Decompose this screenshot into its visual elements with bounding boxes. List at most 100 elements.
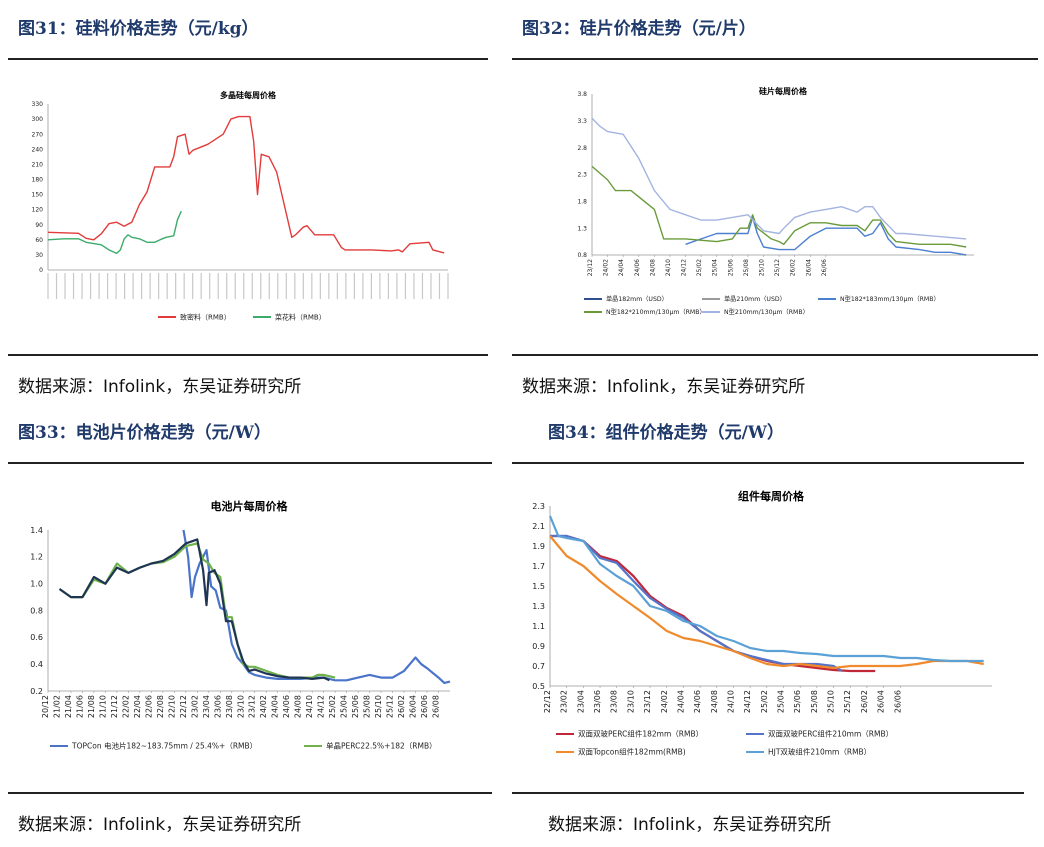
x-tick-label: 25/10 xyxy=(827,690,836,713)
x-tick-label: 25/12 xyxy=(774,259,781,276)
x-tick-mark xyxy=(158,273,160,299)
figure-33-title: 图33：电池片价格走势（元/W） xyxy=(18,423,271,443)
y-tick-label: 1.5 xyxy=(532,582,545,591)
y-tick-label: 240 xyxy=(32,146,44,153)
x-tick-label: 24/02 xyxy=(259,695,268,718)
x-tick-label: 26/08 xyxy=(432,695,441,718)
x-tick-label: 22/06 xyxy=(144,695,153,718)
x-tick-mark xyxy=(294,273,296,299)
series-line-3 xyxy=(548,515,984,663)
x-tick-label: 23/12 xyxy=(643,690,652,713)
x-tick-label: 24/12 xyxy=(317,695,326,718)
y-tick-label: 30 xyxy=(35,252,43,259)
legend-label: 单晶210mm（USD） xyxy=(724,295,786,303)
x-tick-mark xyxy=(209,273,211,299)
y-tick-label: 1.3 xyxy=(532,602,545,611)
y-tick-label: 150 xyxy=(32,192,44,199)
x-tick-mark xyxy=(311,273,313,299)
x-tick-label: 26/04 xyxy=(409,695,418,718)
x-tick-label: 23/04 xyxy=(576,690,585,713)
x-tick-mark xyxy=(243,273,245,299)
y-tick-label: 0.8 xyxy=(30,606,43,615)
x-tick-label: 25/04 xyxy=(712,259,719,276)
y-tick-label: 1.1 xyxy=(532,622,545,631)
series-line-0 xyxy=(47,115,445,254)
x-tick-mark xyxy=(98,273,100,299)
x-tick-mark xyxy=(285,273,287,299)
x-tick-label: 20/12 xyxy=(41,695,50,718)
x-tick-label: 25/02 xyxy=(760,690,769,713)
y-tick-label: 0 xyxy=(39,267,43,274)
x-tick-mark xyxy=(404,273,407,299)
x-tick-label: 22/12 xyxy=(543,690,552,713)
x-tick-label: 24/08 xyxy=(649,259,656,276)
x-tick-label: 24/02 xyxy=(603,259,610,276)
y-tick-label: 0.7 xyxy=(532,662,545,671)
legend-label: HJT双玻组件210mm（RMB） xyxy=(768,747,871,757)
x-tick-mark xyxy=(421,273,424,299)
x-tick-mark xyxy=(370,273,373,299)
x-tick-mark xyxy=(64,273,66,299)
x-tick-label: 25/10 xyxy=(759,259,766,276)
x-tick-label: 24/04 xyxy=(271,695,280,718)
x-tick-mark xyxy=(72,273,75,299)
x-tick-mark xyxy=(234,273,236,299)
x-tick-mark xyxy=(55,273,58,299)
x-tick-mark xyxy=(226,273,228,299)
legend-label: 双面双玻PERC组件182mm（RMB） xyxy=(578,729,703,739)
y-tick-label: 330 xyxy=(32,101,44,108)
x-tick-mark xyxy=(141,273,143,299)
series-line-4 xyxy=(591,117,967,240)
x-tick-label: 26/04 xyxy=(805,259,812,276)
x-tick-label: 24/12 xyxy=(681,259,688,276)
x-tick-label: 26/02 xyxy=(397,695,406,718)
x-tick-label: 25/04 xyxy=(340,695,349,718)
legend-label: 菜花料（RMB） xyxy=(275,312,326,321)
chart-title: 电池片每周价格 xyxy=(211,499,289,513)
x-tick-mark xyxy=(183,273,185,299)
x-tick-label: 21/02 xyxy=(52,695,61,718)
x-tick-label: 25/02 xyxy=(328,695,337,718)
x-tick-mark xyxy=(123,273,126,299)
legend-label: N型182*183mm/130μm（RMB） xyxy=(840,295,940,303)
x-tick-mark xyxy=(328,273,330,299)
series-line-3 xyxy=(591,165,967,248)
x-tick-label: 26/02 xyxy=(860,690,869,713)
y-tick-label: 0.4 xyxy=(30,660,43,669)
chart-wafer: 硅片每周价格 0.8 1.3 1.8 2.3 2.8 3.3 3.8 23/12 24/02 24/… xyxy=(577,86,974,316)
x-tick-label: 24/10 xyxy=(665,259,672,276)
x-tick-mark xyxy=(362,273,364,299)
x-tick-label: 24/06 xyxy=(693,690,702,713)
x-tick-label: 24/12 xyxy=(743,690,752,713)
x-tick-label: 23/06 xyxy=(213,695,222,718)
legend-label: 双面Topcon组件182mm(RMB) xyxy=(578,747,686,757)
y-tick-label: 270 xyxy=(32,131,44,138)
x-tick-label: 23/04 xyxy=(202,695,211,718)
y-tick-label: 2.1 xyxy=(532,522,545,531)
y-tick-label: 60 xyxy=(35,237,43,244)
y-tick-label: 1.0 xyxy=(30,579,43,588)
x-tick-mark xyxy=(132,273,134,299)
x-tick-mark xyxy=(251,273,253,299)
x-tick-mark xyxy=(277,273,279,299)
x-tick-label: 23/12 xyxy=(587,259,594,276)
x-tick-mark xyxy=(200,273,202,299)
x-tick-label: 23/06 xyxy=(593,690,602,713)
y-tick-label: 1.9 xyxy=(532,542,545,551)
series-line-2 xyxy=(549,535,984,670)
x-tick-label: 25/08 xyxy=(743,259,750,276)
x-tick-mark xyxy=(106,273,109,299)
x-tick-mark xyxy=(353,273,355,299)
figure-31-bottom-rule xyxy=(8,354,488,356)
x-tick-mark xyxy=(396,273,398,299)
y-tick-label: 90 xyxy=(35,222,43,229)
x-tick-mark xyxy=(302,273,304,299)
y-tick-label: 1.7 xyxy=(532,562,545,571)
x-tick-mark xyxy=(336,273,338,299)
x-tick-mark xyxy=(192,273,194,299)
x-tick-label: 25/12 xyxy=(843,690,852,713)
x-tick-label: 22/04 xyxy=(133,695,142,718)
y-tick-label: 180 xyxy=(32,177,44,184)
x-tick-label: 25/12 xyxy=(386,695,395,718)
x-tick-mark xyxy=(319,273,321,299)
